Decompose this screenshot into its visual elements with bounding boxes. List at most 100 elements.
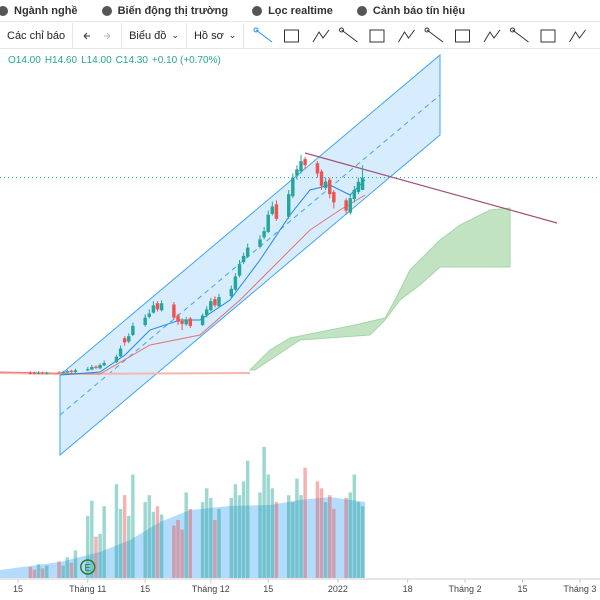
volume-bar — [229, 497, 234, 578]
candle-body — [61, 372, 65, 373]
nav-item[interactable]: Cảnh báo tín hiệu — [356, 4, 466, 17]
nav-label[interactable]: Biến động thị trường — [117, 4, 229, 17]
candle-body — [176, 315, 180, 322]
candle-body — [286, 194, 291, 217]
x-tick-label: 15 — [140, 584, 150, 594]
candle-body — [122, 338, 127, 343]
nav-icon — [356, 5, 367, 16]
volume-bar — [319, 488, 324, 578]
candle-body — [204, 309, 209, 316]
volume-bar — [122, 495, 127, 578]
nav-item[interactable]: Lọc realtime — [252, 5, 333, 17]
candle-body — [352, 190, 357, 200]
nav-item[interactable]: Ngành nghề — [0, 5, 78, 17]
ohlc-value: L14.00 — [81, 55, 112, 66]
candle-body — [147, 313, 152, 317]
volume-bar — [114, 484, 119, 578]
toolbar: Các chỉ báo Biểu đồ ⌄ Hồ sơ ⌄ — [0, 23, 600, 49]
volume-bar — [40, 568, 45, 578]
drawing-tool-icons[interactable] — [246, 26, 591, 46]
volume-bar — [266, 474, 270, 578]
candle-body — [98, 365, 102, 369]
nav-label[interactable]: Cảnh báo tín hiệu — [372, 4, 466, 17]
volume-bar — [28, 566, 33, 578]
volume-bar — [200, 502, 205, 578]
undo-redo[interactable] — [73, 23, 123, 48]
toolbar-label[interactable]: Hồ sơ — [193, 29, 224, 42]
volume-bar — [258, 492, 262, 578]
candle-body — [200, 315, 205, 326]
volume-bar — [32, 569, 37, 578]
volume-bar — [172, 525, 176, 578]
candle-body — [151, 305, 156, 313]
candle-body — [274, 204, 279, 219]
candle-body — [118, 348, 123, 357]
volume-bar — [65, 557, 69, 578]
volume-bar — [315, 481, 320, 578]
volume-bar — [184, 492, 188, 578]
ma-red — [0, 194, 366, 375]
volume-bar — [86, 515, 90, 578]
volume-bar — [204, 488, 209, 578]
volume-bar — [295, 478, 299, 578]
candle-body — [323, 181, 328, 188]
volume-bar — [45, 565, 49, 578]
nav-label[interactable]: Ngành nghề — [14, 4, 78, 17]
toolbar-button[interactable]: Hồ sơ ⌄ — [187, 23, 245, 48]
volume-bar — [69, 562, 74, 578]
candle-body — [180, 320, 184, 324]
toolbar-label[interactable]: Biểu đồ — [129, 29, 167, 42]
nav-bar: Ngành nghề Biến động thị trường Lọc realti… — [0, 0, 600, 22]
channel[interactable] — [59, 53, 441, 457]
ohlc-legend: O14.00 H14.60 L14.00 C14.30 +0.10 (+0.70%) — [8, 55, 221, 66]
volume-ma — [0, 497, 365, 578]
volume-bar — [356, 502, 361, 578]
x-tick-label: Tháng 2 — [449, 584, 482, 594]
candle-body — [102, 362, 106, 366]
candle-body — [127, 336, 131, 342]
toolbar-button[interactable]: Các chỉ báo — [0, 23, 74, 48]
x-tick-label: Tháng 12 — [192, 584, 230, 594]
cloud-base — [0, 372, 251, 376]
undo-redo-icons[interactable] — [80, 30, 114, 42]
volume-bar — [94, 536, 98, 578]
candle-body — [94, 366, 98, 368]
toolbar-label[interactable]: Các chỉ báo — [7, 29, 66, 42]
candle-body — [32, 372, 37, 374]
candle-body — [69, 370, 74, 372]
channel-mid — [59, 94, 441, 416]
volume-bar — [127, 515, 131, 578]
candle-body — [237, 264, 242, 276]
nav-item[interactable]: Biến động thị trường — [101, 4, 229, 17]
volume-bar — [274, 502, 279, 578]
candle-body — [266, 214, 270, 232]
nav-label[interactable]: Lọc realtime — [268, 4, 333, 17]
volume-bar — [155, 506, 160, 578]
candle-body — [40, 372, 45, 374]
volume-bar — [270, 488, 275, 578]
volume-bar — [36, 564, 41, 578]
candle-body — [57, 372, 61, 374]
volume-bar — [188, 509, 193, 578]
dropdown-caret: ⌄ — [171, 30, 179, 40]
x-tick-label: 15 — [263, 584, 273, 594]
ohlc-value: +0.10 (+0.70%) — [151, 55, 221, 66]
volume-bar — [90, 500, 94, 578]
candle-body — [299, 161, 303, 172]
volume-bar — [233, 484, 238, 578]
candle-body — [90, 367, 94, 370]
trend-line[interactable] — [304, 152, 558, 224]
volume-bar — [241, 481, 246, 578]
nav-icon — [101, 5, 112, 16]
ohlc-value: H14.60 — [44, 55, 78, 66]
candle-body — [295, 169, 299, 176]
candle-body — [229, 288, 234, 297]
candle-body — [86, 369, 90, 371]
candle-body — [348, 198, 352, 213]
candle-body — [213, 299, 217, 306]
toolbar-button[interactable]: Biểu đồ ⌄ — [122, 23, 187, 48]
x-tick-label: 15 — [13, 584, 23, 594]
x-tick-label: 18 — [403, 584, 413, 594]
volume-bar — [102, 506, 106, 578]
